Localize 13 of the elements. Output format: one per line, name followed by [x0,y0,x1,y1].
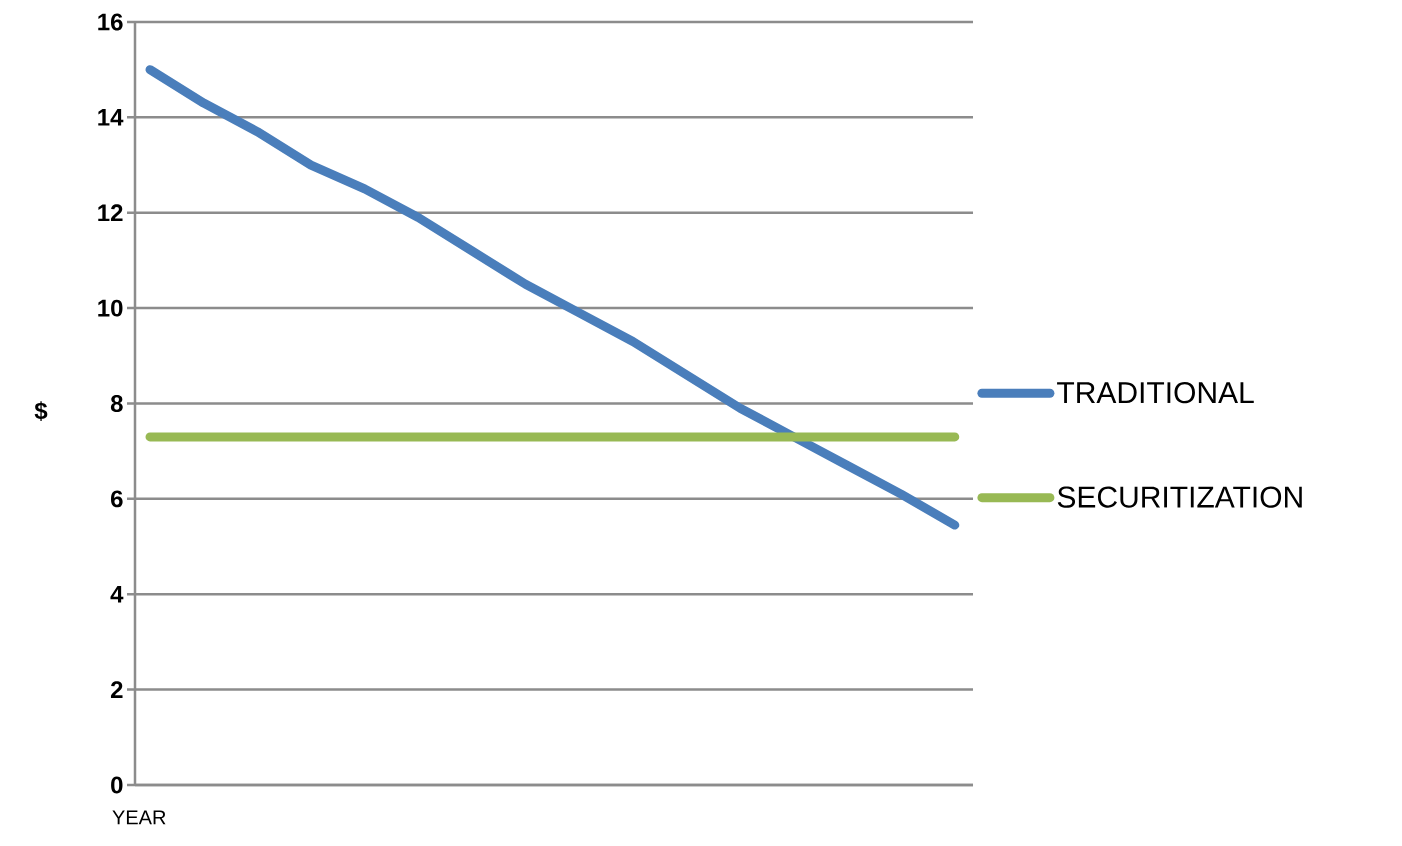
y-tick-label: 8 [110,395,123,412]
x-axis-title: YEAR [112,810,166,825]
y-tick-label: 6 [111,490,123,508]
y-tick-label: 14 [98,109,124,126]
y-tick-label: 2 [110,681,123,698]
y-tick-label: 16 [98,13,123,31]
y-tick-label: 4 [110,585,124,603]
y-tick-label: 0 [111,776,123,794]
y-axis-title: $ [34,401,48,421]
legend-label: TRADITIONAL [1057,382,1254,404]
y-tick-label: 12 [98,204,123,222]
legend-label: SECURITIZATION [1057,486,1302,508]
y-tick-label: 10 [98,299,123,317]
